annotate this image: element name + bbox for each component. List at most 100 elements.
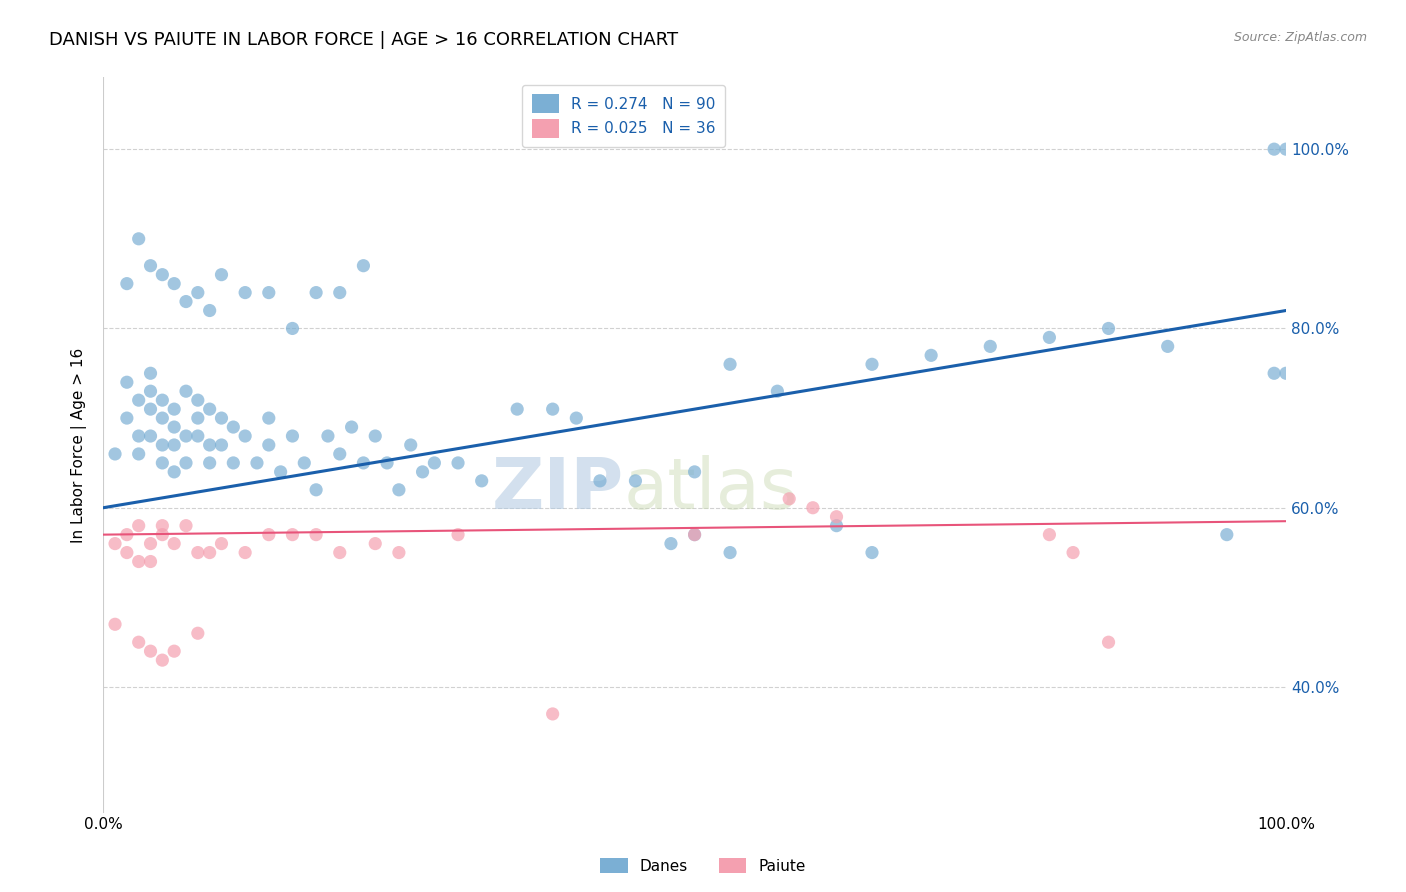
Point bbox=[257, 411, 280, 425]
Point bbox=[115, 277, 138, 291]
Point bbox=[163, 402, 186, 417]
Point bbox=[139, 429, 162, 443]
Point bbox=[115, 411, 138, 425]
Point bbox=[163, 536, 186, 550]
Point bbox=[211, 268, 233, 282]
Point bbox=[222, 456, 245, 470]
Point bbox=[683, 465, 706, 479]
Point bbox=[329, 545, 352, 559]
Point bbox=[174, 384, 197, 399]
Point bbox=[198, 402, 221, 417]
Point bbox=[187, 393, 209, 408]
Point bbox=[233, 545, 256, 559]
Point bbox=[329, 285, 352, 300]
Point bbox=[1157, 339, 1180, 353]
Point bbox=[281, 429, 304, 443]
Point bbox=[352, 456, 374, 470]
Point bbox=[718, 545, 741, 559]
Point bbox=[128, 393, 150, 408]
Point bbox=[541, 706, 564, 721]
Point bbox=[423, 456, 446, 470]
Point bbox=[139, 259, 162, 273]
Point bbox=[150, 438, 173, 452]
Point bbox=[1097, 635, 1119, 649]
Point bbox=[329, 447, 352, 461]
Point bbox=[128, 429, 150, 443]
Y-axis label: In Labor Force | Age > 16: In Labor Force | Age > 16 bbox=[72, 347, 87, 542]
Point bbox=[352, 259, 374, 273]
Point bbox=[128, 232, 150, 246]
Point bbox=[139, 536, 162, 550]
Point bbox=[375, 456, 398, 470]
Point bbox=[825, 518, 848, 533]
Point bbox=[128, 518, 150, 533]
Point bbox=[388, 545, 411, 559]
Point bbox=[766, 384, 789, 399]
Point bbox=[257, 285, 280, 300]
Point bbox=[659, 536, 682, 550]
Point bbox=[506, 402, 529, 417]
Point bbox=[198, 303, 221, 318]
Point bbox=[920, 348, 942, 362]
Point bbox=[1038, 527, 1060, 541]
Point bbox=[150, 653, 173, 667]
Point bbox=[860, 357, 883, 371]
Point bbox=[292, 456, 315, 470]
Point bbox=[187, 411, 209, 425]
Point bbox=[305, 527, 328, 541]
Point bbox=[447, 527, 470, 541]
Point bbox=[115, 527, 138, 541]
Point bbox=[624, 474, 647, 488]
Point bbox=[115, 545, 138, 559]
Point bbox=[801, 500, 824, 515]
Point bbox=[1275, 366, 1298, 380]
Point bbox=[541, 402, 564, 417]
Point bbox=[198, 438, 221, 452]
Point bbox=[187, 429, 209, 443]
Point bbox=[364, 429, 387, 443]
Point bbox=[257, 438, 280, 452]
Point bbox=[139, 402, 162, 417]
Point bbox=[281, 321, 304, 335]
Point bbox=[979, 339, 1001, 353]
Point bbox=[1263, 366, 1285, 380]
Point bbox=[128, 447, 150, 461]
Point bbox=[589, 474, 612, 488]
Point bbox=[233, 285, 256, 300]
Point bbox=[683, 527, 706, 541]
Point bbox=[211, 438, 233, 452]
Point bbox=[565, 411, 588, 425]
Point bbox=[305, 285, 328, 300]
Point bbox=[150, 527, 173, 541]
Point bbox=[340, 420, 363, 434]
Point bbox=[257, 527, 280, 541]
Point bbox=[174, 429, 197, 443]
Point bbox=[233, 429, 256, 443]
Point bbox=[1097, 321, 1119, 335]
Point bbox=[211, 536, 233, 550]
Point bbox=[860, 545, 883, 559]
Point bbox=[316, 429, 339, 443]
Point bbox=[718, 357, 741, 371]
Point bbox=[270, 465, 292, 479]
Point bbox=[104, 447, 127, 461]
Text: DANISH VS PAIUTE IN LABOR FORCE | AGE > 16 CORRELATION CHART: DANISH VS PAIUTE IN LABOR FORCE | AGE > … bbox=[49, 31, 678, 49]
Point bbox=[174, 456, 197, 470]
Point bbox=[139, 384, 162, 399]
Point bbox=[364, 536, 387, 550]
Point bbox=[246, 456, 269, 470]
Point bbox=[150, 456, 173, 470]
Point bbox=[471, 474, 494, 488]
Point bbox=[198, 545, 221, 559]
Point bbox=[104, 617, 127, 632]
Point bbox=[128, 635, 150, 649]
Point bbox=[174, 294, 197, 309]
Text: atlas: atlas bbox=[624, 455, 799, 524]
Point bbox=[447, 456, 470, 470]
Point bbox=[388, 483, 411, 497]
Point bbox=[778, 491, 800, 506]
Point bbox=[187, 285, 209, 300]
Point bbox=[163, 438, 186, 452]
Point bbox=[1038, 330, 1060, 344]
Point bbox=[150, 411, 173, 425]
